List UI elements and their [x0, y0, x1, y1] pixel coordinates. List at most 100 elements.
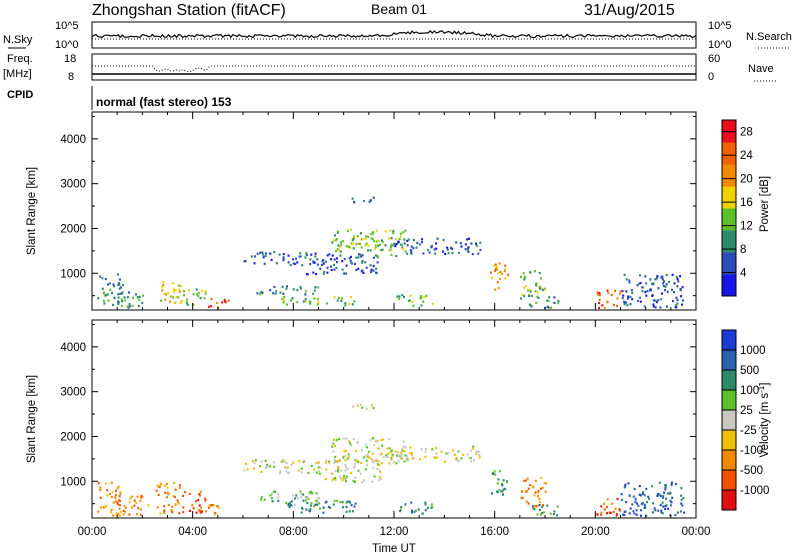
colorbar-segment — [722, 370, 736, 391]
echo-cell — [326, 302, 328, 305]
echo-cell — [322, 272, 325, 275]
echo-cell — [345, 245, 348, 248]
echo-cell — [285, 467, 288, 470]
echo-cell — [424, 450, 427, 453]
echo-cell — [496, 490, 499, 493]
echo-cell — [391, 453, 394, 456]
echo-cell — [296, 261, 299, 264]
echo-cell — [296, 496, 299, 499]
echo-cell — [302, 460, 305, 463]
echo-cell — [675, 304, 678, 307]
echo-cell — [403, 242, 406, 245]
echo-cell — [464, 243, 467, 246]
echo-cell — [669, 499, 672, 502]
echo-cell — [502, 479, 505, 482]
echo-cell — [384, 230, 387, 233]
echo-cell — [596, 513, 599, 516]
echo-cell — [402, 231, 405, 234]
echo-cell — [186, 303, 189, 306]
echo-cell — [401, 294, 404, 297]
echo-cell — [340, 469, 343, 472]
echo-cell — [475, 242, 477, 245]
echo-cell — [97, 482, 100, 485]
echo-cell — [371, 480, 374, 483]
echo-cell — [656, 492, 659, 496]
echo-cell — [120, 298, 123, 301]
echo-cell — [460, 457, 463, 460]
echo-cell — [344, 302, 347, 305]
echo-cell — [298, 255, 301, 258]
echo-cell — [308, 300, 311, 303]
echo-cell — [167, 503, 170, 506]
echo-cell — [111, 303, 114, 306]
echo-cell — [339, 501, 342, 504]
echo-cell — [264, 466, 267, 470]
echo-cell — [405, 455, 408, 458]
echo-cell — [525, 500, 528, 503]
echo-cell — [374, 254, 377, 257]
echo-cell — [385, 454, 388, 457]
echo-cell — [117, 296, 120, 299]
echo-cell — [310, 490, 313, 493]
echo-cell — [348, 510, 351, 513]
echo-cell — [404, 503, 407, 506]
echo-cell — [351, 239, 354, 242]
echo-cell — [292, 258, 294, 261]
velocity-echoes — [97, 403, 686, 517]
echo-cell — [668, 492, 671, 495]
echo-cell — [388, 249, 391, 252]
echo-cell — [355, 243, 358, 246]
echo-cell — [401, 453, 404, 456]
echo-cell — [451, 247, 454, 250]
echo-cell — [283, 299, 286, 302]
echo-cell — [299, 255, 302, 258]
echo-cell — [373, 240, 376, 243]
echo-cell — [160, 299, 162, 302]
echo-cell — [409, 446, 412, 449]
echo-cell — [536, 295, 539, 298]
echo-cell — [622, 294, 625, 297]
echo-cell — [195, 288, 198, 291]
echo-cell — [339, 475, 342, 478]
echo-cell — [406, 252, 409, 255]
echo-cell — [528, 294, 530, 297]
echo-cell — [367, 249, 369, 252]
echo-cell — [271, 492, 273, 495]
echo-cell — [531, 505, 534, 508]
echo-cell — [337, 244, 340, 247]
colorbar-tick-label: 100 — [740, 385, 759, 397]
echo-cell — [416, 241, 419, 244]
echo-cell — [120, 304, 123, 308]
echo-cell — [362, 271, 365, 274]
echo-cell — [623, 513, 626, 517]
echo-cell — [616, 297, 619, 300]
echo-cell — [281, 297, 284, 301]
echo-cell — [371, 404, 373, 407]
echo-cell — [366, 453, 369, 456]
echo-cell — [664, 486, 667, 489]
echo-cell — [361, 269, 364, 272]
echo-cell — [491, 492, 493, 495]
echo-cell — [493, 470, 496, 473]
echo-cell — [422, 252, 425, 255]
echo-cell — [534, 290, 537, 293]
echo-cell — [396, 454, 398, 457]
echo-cell — [534, 491, 537, 494]
echo-cell — [350, 261, 353, 265]
echo-cell — [124, 510, 126, 513]
echo-cell — [661, 278, 664, 281]
echo-cell — [619, 290, 622, 293]
echo-cell — [210, 298, 213, 301]
echo-cell — [166, 486, 169, 489]
echo-cell — [177, 501, 179, 504]
echo-cell — [553, 301, 556, 305]
echo-cell — [128, 303, 131, 306]
echo-cell — [624, 485, 627, 488]
echo-cell — [288, 506, 291, 509]
echo-cell — [118, 507, 121, 510]
echo-cell — [297, 469, 300, 472]
echo-cell — [121, 291, 124, 294]
echo-cell — [336, 230, 339, 233]
echo-cell — [290, 464, 293, 467]
echo-cell — [370, 233, 373, 236]
